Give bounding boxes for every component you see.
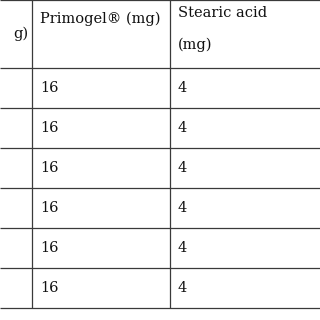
Text: 16: 16	[40, 161, 59, 175]
Text: 4: 4	[178, 241, 187, 255]
Text: 4: 4	[178, 201, 187, 215]
Text: 4: 4	[178, 281, 187, 295]
Text: 4: 4	[178, 121, 187, 135]
Text: 4: 4	[178, 161, 187, 175]
Text: (mg): (mg)	[178, 38, 212, 52]
Text: 16: 16	[40, 81, 59, 95]
Text: g): g)	[13, 27, 28, 41]
Text: 4: 4	[178, 81, 187, 95]
Text: Primogel® (mg): Primogel® (mg)	[40, 12, 161, 26]
Text: 16: 16	[40, 241, 59, 255]
Text: 16: 16	[40, 201, 59, 215]
Text: 16: 16	[40, 121, 59, 135]
Text: Stearic acid: Stearic acid	[178, 6, 267, 20]
Text: 16: 16	[40, 281, 59, 295]
